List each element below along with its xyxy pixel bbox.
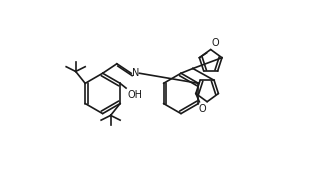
Text: OH: OH <box>127 90 142 100</box>
Text: O: O <box>212 38 219 48</box>
Text: O: O <box>198 104 206 114</box>
Text: N: N <box>132 68 140 78</box>
